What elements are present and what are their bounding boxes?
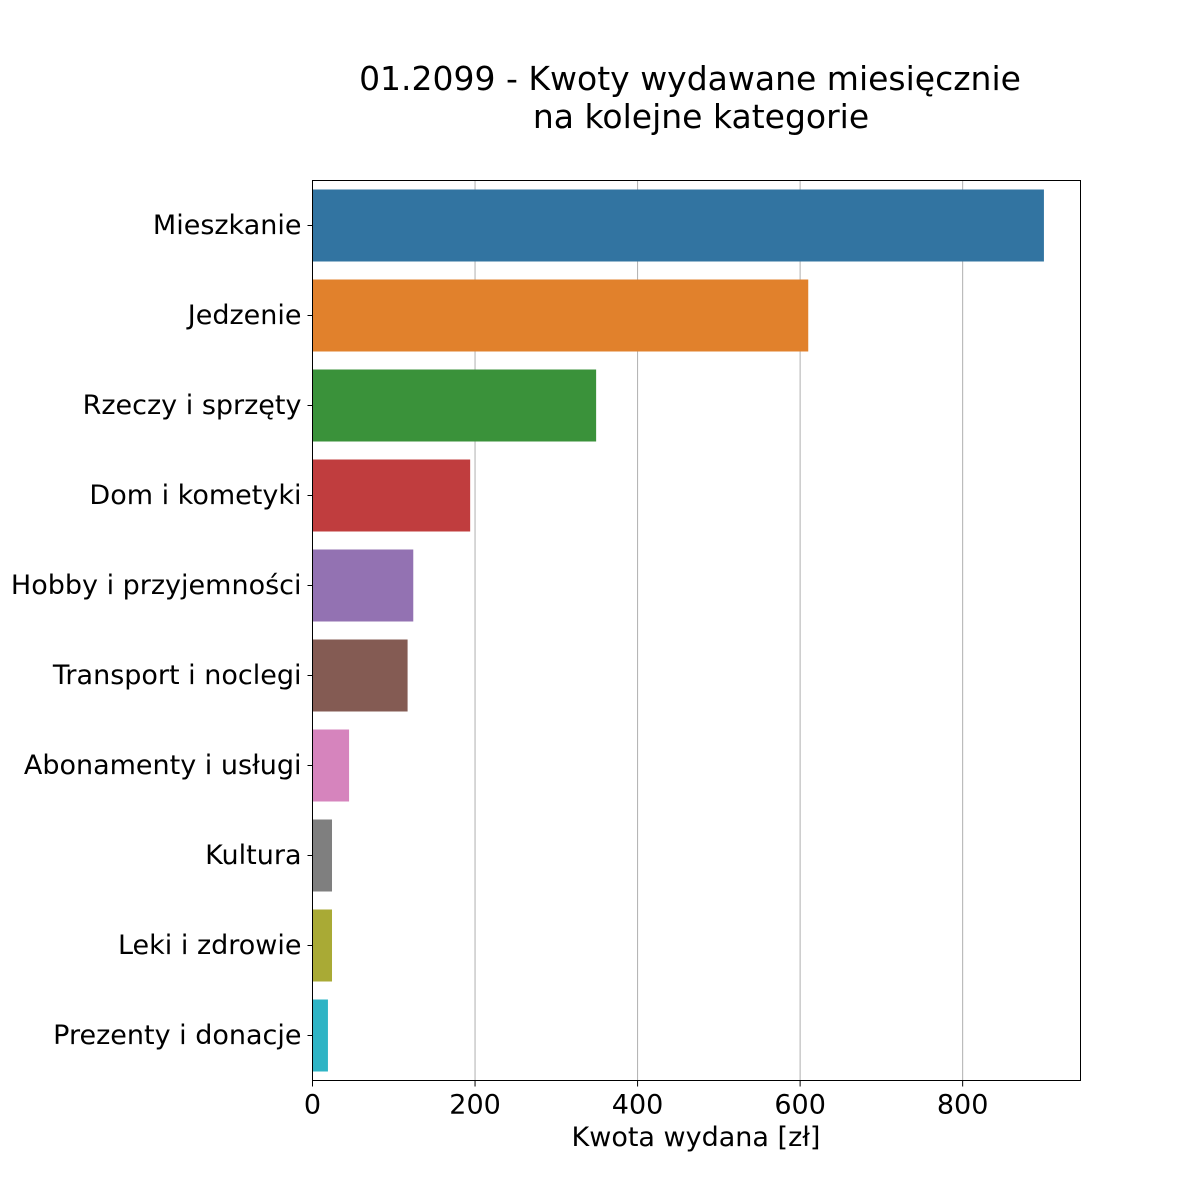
y-axis-ticks: Mieszkanie Jedzenie Rzeczy i sprzęty Dom i … — [11, 210, 313, 1051]
y-tick-label-8: Leki i zdrowie — [118, 930, 302, 961]
y-tick-label-6: Abonamenty i usługi — [24, 750, 302, 781]
bar-6 — [312, 729, 350, 802]
x-tick-label-2: 400 — [612, 1090, 664, 1121]
x-tick-label-4: 800 — [937, 1090, 989, 1121]
bar-0 — [312, 189, 1044, 262]
chart-title-line-1: 01.2099 - Kwoty wydawane miesięcznie — [359, 59, 1021, 98]
y-tick-label-7: Kultura — [205, 840, 301, 871]
bar-8 — [312, 909, 333, 982]
y-tick-label-4: Hobby i przyjemności — [11, 570, 302, 601]
x-tick-label-3: 600 — [774, 1090, 826, 1121]
x-tick-label-0: 0 — [304, 1090, 321, 1121]
y-tick-label-9: Prezenty i donacje — [53, 1020, 301, 1051]
y-tick-label-3: Dom i kometyki — [89, 480, 301, 511]
bar-9 — [312, 999, 328, 1072]
chart-title-line-2: na kolejne kategorie — [533, 97, 869, 136]
y-tick-label-1: Jedzenie — [186, 300, 302, 331]
plot-frame — [312, 180, 1081, 1081]
y-tick-label-5: Transport i noclegi — [52, 660, 302, 691]
x-tick-label-1: 200 — [449, 1090, 501, 1121]
y-tick-label-0: Mieszkanie — [153, 210, 302, 241]
bar-4 — [312, 549, 414, 622]
bar-3 — [312, 459, 471, 532]
bars — [312, 189, 1044, 1072]
bar-2 — [312, 369, 597, 442]
x-axis-ticks: 0 200 400 600 800 — [304, 1080, 989, 1121]
x-axis-label: Kwota wydana [zł] — [572, 1122, 821, 1153]
bar-5 — [312, 639, 408, 712]
bar-7 — [312, 819, 333, 892]
bar-1 — [312, 279, 809, 352]
y-tick-label-2: Rzeczy i sprzęty — [83, 390, 302, 421]
